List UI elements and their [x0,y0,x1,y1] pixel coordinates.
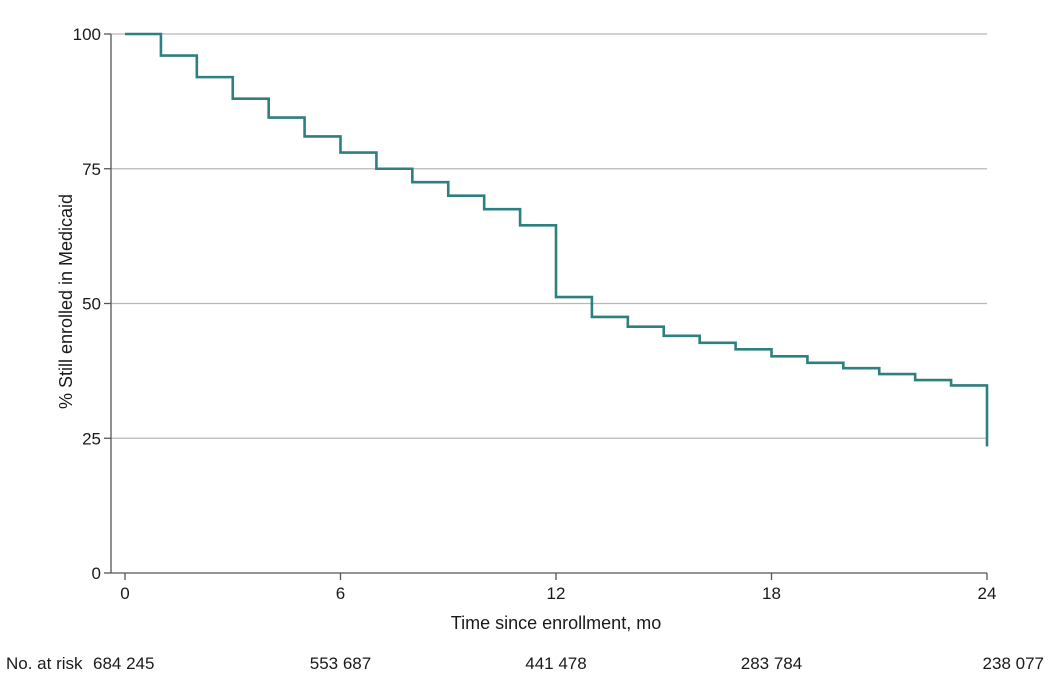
x-tick-label-6: 6 [336,584,345,603]
y-tick-label-75: 75 [82,160,101,179]
y-tick-label-100: 100 [73,25,101,44]
series-step-line [125,32,989,447]
x-tick-label-0: 0 [120,584,129,603]
x-tick-label-24: 24 [978,584,997,603]
x-tick-label-18: 18 [762,584,781,603]
at-risk-values: 684 245 553 687 441 478 283 784 238 077 [93,654,1044,673]
gridlines [111,33,987,439]
at-risk-value-24: 238 077 [983,654,1044,673]
y-tick-label-50: 50 [82,295,101,314]
y-tick-label-0: 0 [92,564,101,583]
y-axis-title: % Still enrolled in Medicaid [56,194,76,409]
x-axis-title: Time since enrollment, mo [451,613,661,633]
at-risk-value-18: 283 784 [741,654,802,673]
at-risk-value-0: 684 245 [93,654,154,673]
at-risk-value-6: 553 687 [310,654,371,673]
at-risk-value-12: 441 478 [525,654,586,673]
x-tick-label-12: 12 [547,584,566,603]
at-risk-label: No. at risk [6,654,83,673]
y-tick-label-25: 25 [82,429,101,448]
axis-ticks: 0 25 50 75 100 0 6 12 18 24 [73,25,997,603]
